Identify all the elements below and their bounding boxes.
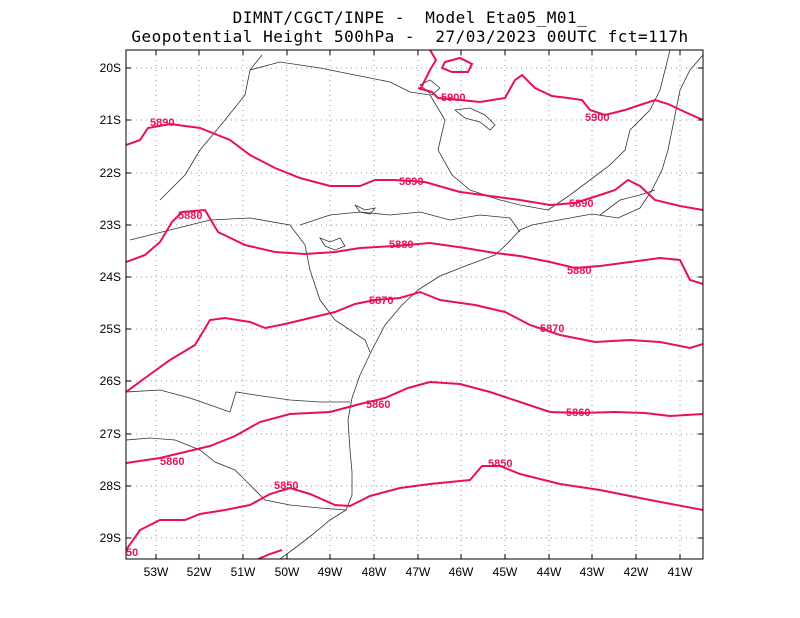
contour-label: 5890 xyxy=(569,198,593,210)
contour-label: 5880 xyxy=(389,239,413,251)
lon-label: 42W xyxy=(624,565,649,579)
contour-label: 5900 xyxy=(585,112,609,124)
contour-label: 5870 xyxy=(369,295,393,307)
lat-label: 24S xyxy=(100,270,121,284)
contour-label: 5860 xyxy=(366,399,390,411)
lon-label: 45W xyxy=(493,565,518,579)
contour-5900 xyxy=(417,73,703,121)
contour-label: 5900 xyxy=(441,92,465,104)
lon-label: 53W xyxy=(144,565,169,579)
lat-label: 21S xyxy=(100,113,121,127)
lon-label: 50W xyxy=(275,565,300,579)
chart-title-line-2: Geopotential Height 500hPa - 27/03/2023 … xyxy=(131,27,689,46)
lat-label: 23S xyxy=(100,218,121,232)
lon-label: 43W xyxy=(580,565,605,579)
map-frame xyxy=(125,49,704,560)
lat-label: 20S xyxy=(100,61,121,75)
contour-labels: 5900 5900 5890 5890 5890 5880 5880 5880 … xyxy=(126,92,609,559)
contour-label: 5860 xyxy=(160,456,184,468)
contour-5860 xyxy=(126,380,703,464)
tick-marks xyxy=(126,50,703,559)
contour-label: 5850 xyxy=(488,458,512,470)
contour-label: 50 xyxy=(126,547,138,559)
contour-5870 xyxy=(126,290,703,393)
lat-label: 28S xyxy=(100,479,121,493)
lon-label: 41W xyxy=(668,565,693,579)
contour-5900-closed xyxy=(440,56,474,73)
longitude-labels: 53W 52W 51W 50W 49W 48W 47W 46W 45W 44W … xyxy=(144,565,693,579)
contour-label: 5880 xyxy=(567,265,591,277)
contour-label: 5870 xyxy=(540,323,564,335)
lon-label: 49W xyxy=(318,565,343,579)
coastline-and-borders xyxy=(126,50,703,559)
contour-5850-fragment xyxy=(257,549,283,559)
lon-label: 47W xyxy=(406,565,431,579)
contour-label: 5890 xyxy=(399,176,423,188)
lat-label: 27S xyxy=(100,427,121,441)
lat-label: 25S xyxy=(100,322,121,336)
graticule xyxy=(126,50,703,559)
contour-label: 5860 xyxy=(566,407,590,419)
contour-5850 xyxy=(126,465,703,551)
lat-label: 26S xyxy=(100,374,121,388)
lon-label: 48W xyxy=(362,565,387,579)
lon-label: 51W xyxy=(231,565,256,579)
contour-5880 xyxy=(126,208,703,285)
contour-label: 5890 xyxy=(150,117,174,129)
contour-label: 5850 xyxy=(274,480,298,492)
lon-label: 52W xyxy=(187,565,212,579)
contour-5900-fragment xyxy=(419,50,438,91)
lon-label: 44W xyxy=(537,565,562,579)
lat-label: 29S xyxy=(100,531,121,545)
latitude-labels: 20S 21S 22S 23S 24S 25S 26S 27S 28S 29S xyxy=(100,61,121,545)
chart-title-line-1: DIMNT/CGCT/INPE - Model Eta05_M01_ xyxy=(232,8,588,27)
contour-5890 xyxy=(126,122,703,211)
lat-label: 22S xyxy=(100,166,121,180)
contour-label: 5880 xyxy=(178,210,202,222)
lon-label: 46W xyxy=(449,565,474,579)
height-contours xyxy=(126,50,703,559)
